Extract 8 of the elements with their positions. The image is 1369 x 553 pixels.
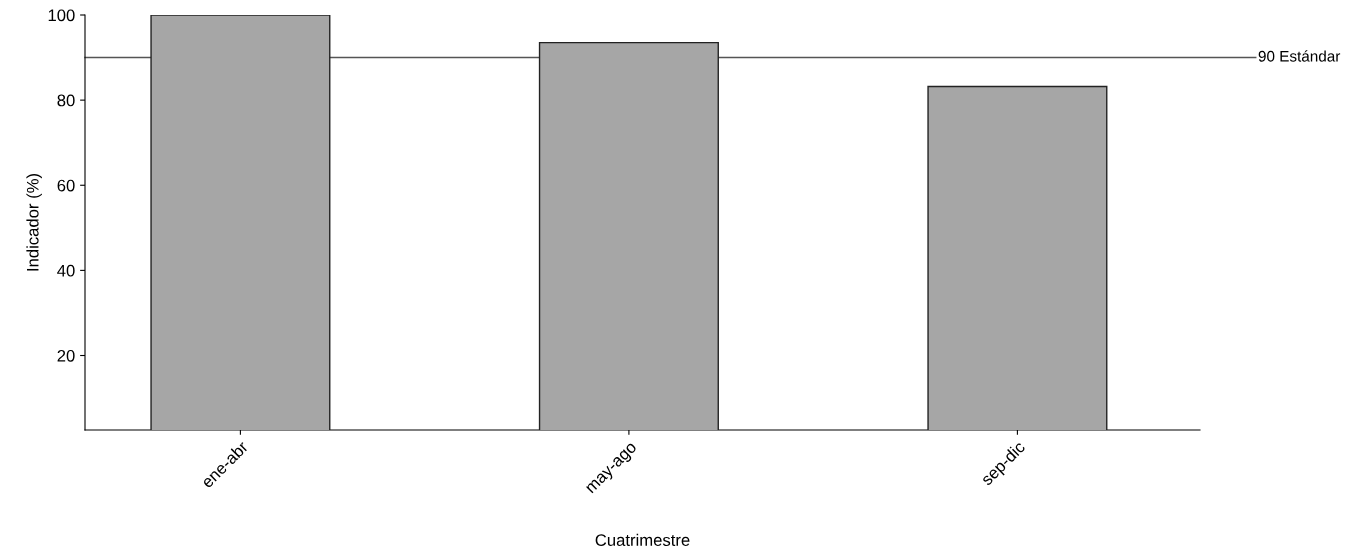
y-axis-title: Indicador (%): [26, 173, 42, 271]
y-tick-label: 100: [48, 9, 75, 22]
y-tick-label: 20: [57, 349, 75, 362]
y-tick-label: 60: [57, 179, 75, 192]
y-tick-label: 80: [57, 94, 75, 107]
ref-line-label: 90 Estándar: [1258, 50, 1341, 62]
y-tick-label: 40: [57, 264, 75, 277]
x-axis-title: Cuatrimestre: [595, 533, 690, 546]
